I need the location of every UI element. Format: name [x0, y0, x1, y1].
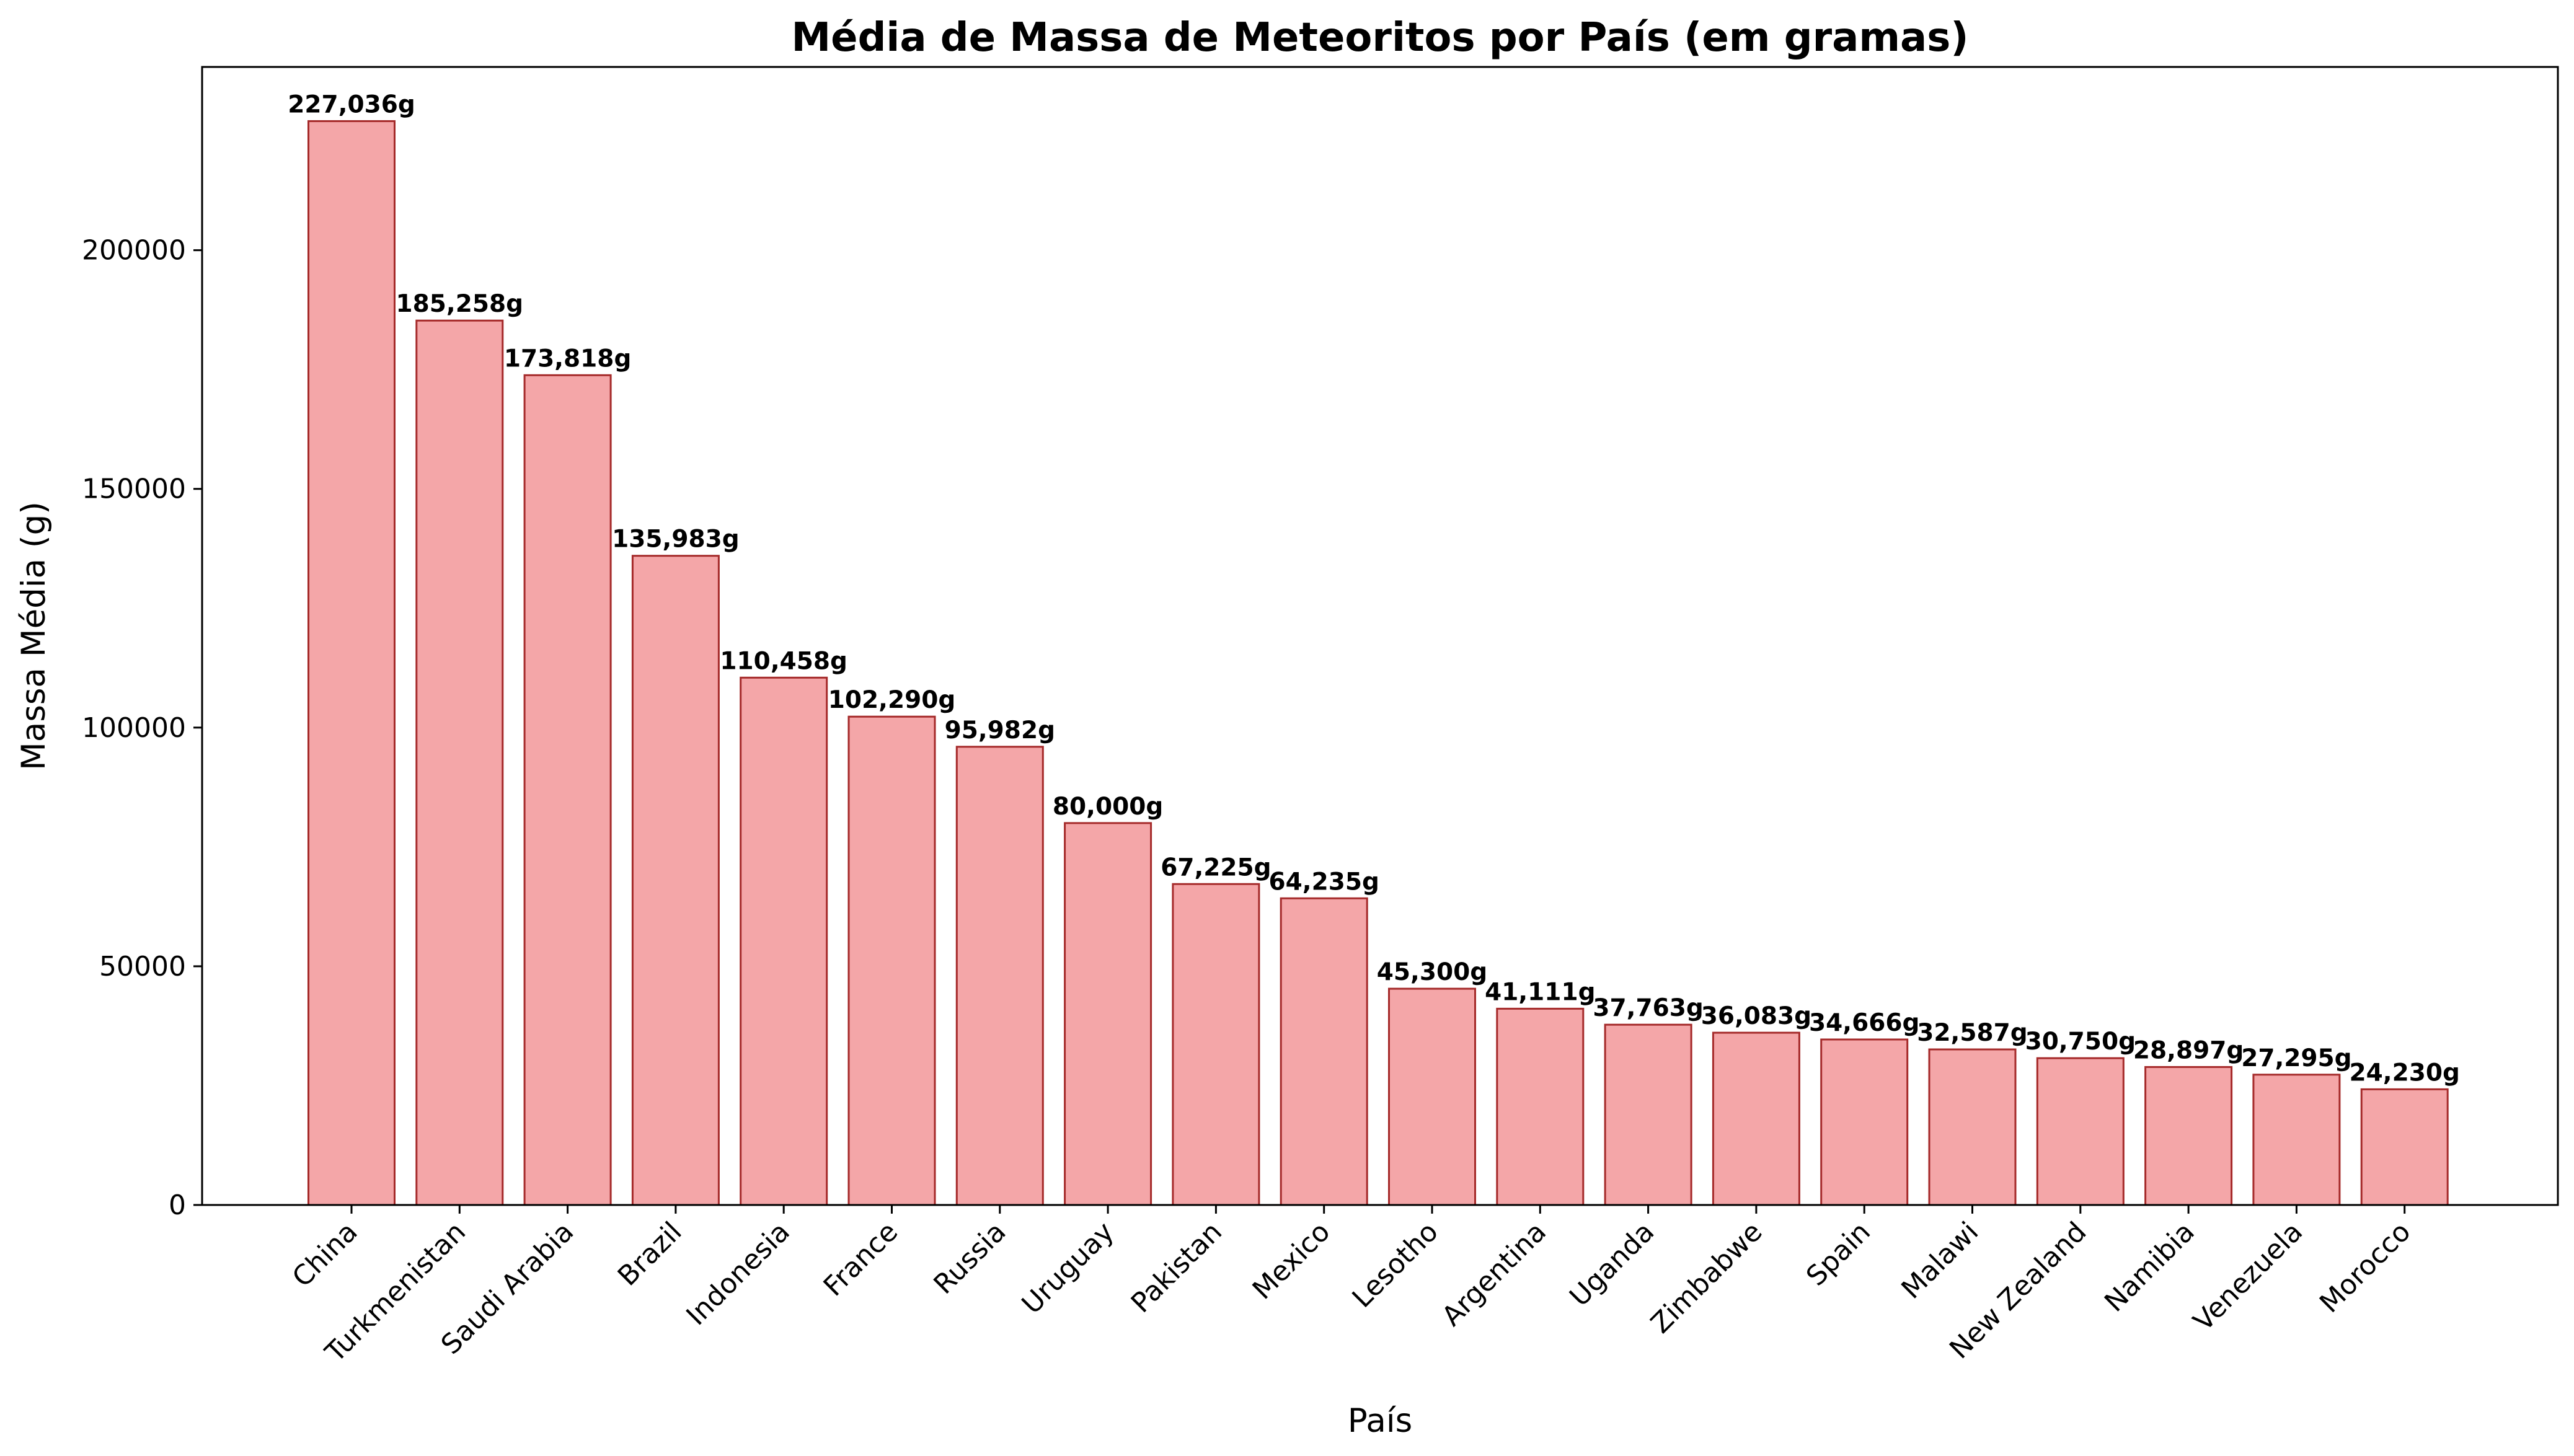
data-label: 185,258g: [396, 290, 524, 318]
x-tick-label-zimbabwe: Zimbabwe: [1645, 1216, 1768, 1339]
data-label: 34,666g: [1809, 1009, 1919, 1037]
x-tick-label-china: China: [286, 1216, 364, 1294]
x-tick-label-mexico: Mexico: [1247, 1216, 1337, 1306]
data-label: 67,225g: [1161, 854, 1271, 881]
bar-mexico: [1280, 897, 1368, 1206]
data-label: 24,230g: [2349, 1059, 2459, 1087]
bar-saudi-arabia: [523, 374, 612, 1206]
y-tick-label: 100000: [82, 712, 186, 744]
bar-uganda: [1604, 1023, 1692, 1206]
data-label: 36,083g: [1701, 1002, 1811, 1030]
x-tick-label-indonesia: Indonesia: [680, 1216, 796, 1332]
bar-malawi: [1928, 1048, 2017, 1206]
bar-brazil: [631, 555, 720, 1206]
bar-new-zealand: [2036, 1057, 2125, 1206]
x-tick-label-lesotho: Lesotho: [1347, 1216, 1444, 1314]
y-axis-ticks: 0 50000 100000 150000 200000: [82, 235, 202, 1221]
y-tick-label: 200000: [82, 235, 186, 267]
data-label: 135,983g: [612, 526, 740, 554]
data-label: 173,818g: [504, 345, 632, 373]
data-label: 45,300g: [1377, 958, 1487, 986]
data-label: 41,111g: [1485, 978, 1595, 1006]
x-tick-label-brazil: Brazil: [612, 1216, 688, 1292]
x-tick-label-uganda: Uganda: [1563, 1216, 1660, 1313]
bar-indonesia: [740, 676, 828, 1206]
x-tick-label-argentina: Argentina: [1436, 1216, 1552, 1333]
bar-spain: [1820, 1038, 1909, 1206]
data-label: 102,290g: [828, 686, 956, 714]
bar-namibia: [2144, 1066, 2233, 1206]
data-label: 227,036g: [288, 90, 415, 118]
x-axis-label: País: [1348, 1402, 1412, 1440]
data-label: 80,000g: [1053, 793, 1163, 821]
y-tick-label: 50000: [99, 951, 186, 982]
x-tick-label-spain: Spain: [1800, 1216, 1877, 1292]
data-label: 32,587g: [1917, 1019, 2027, 1047]
bar-pakistan: [1172, 883, 1260, 1206]
x-tick-label-morocco: Morocco: [2314, 1216, 2417, 1319]
bar-china: [307, 120, 396, 1206]
bar-russia: [955, 746, 1044, 1206]
plot-area-frame: [201, 66, 2559, 1206]
data-label: 30,750g: [2025, 1028, 2136, 1056]
x-tick-label-uruguay: Uruguay: [1016, 1216, 1120, 1320]
bar-turkmenistan: [415, 319, 504, 1206]
bar-argentina: [1496, 1007, 1585, 1206]
x-tick-label-pakistan: Pakistan: [1125, 1216, 1228, 1319]
y-axis-label: Massa Média (g): [15, 501, 53, 770]
x-tick-label-france: France: [818, 1216, 904, 1303]
data-label: 27,295g: [2241, 1044, 2351, 1072]
bars: [307, 120, 2449, 1206]
bar-france: [847, 715, 936, 1206]
y-tick-label: 150000: [82, 474, 186, 505]
x-tick-label-malawi: Malawi: [1896, 1216, 1985, 1305]
bar-lesotho: [1388, 987, 1476, 1206]
chart-title: Média de Massa de Meteoritos por País (e…: [791, 15, 1968, 61]
bar-venezuela: [2252, 1074, 2341, 1206]
y-tick-label: 0: [169, 1189, 186, 1221]
bar-morocco: [2360, 1088, 2449, 1206]
data-label: 37,763g: [1593, 994, 1703, 1022]
x-tick-label-venezuela: Venezuela: [2187, 1216, 2309, 1338]
data-label: 110,458g: [720, 647, 847, 675]
data-label: 28,897g: [2133, 1036, 2244, 1064]
data-labels: 227,036g 185,258g 173,818g 135,983g 110,458g…: [288, 90, 2460, 1087]
x-tick-label-russia: Russia: [927, 1216, 1012, 1300]
x-tick-label-namibia: Namibia: [2099, 1216, 2201, 1318]
bar-zimbabwe: [1712, 1031, 1800, 1206]
bar-uruguay: [1064, 822, 1152, 1206]
data-label: 64,235g: [1268, 868, 1379, 896]
data-label: 95,982g: [945, 717, 1055, 744]
